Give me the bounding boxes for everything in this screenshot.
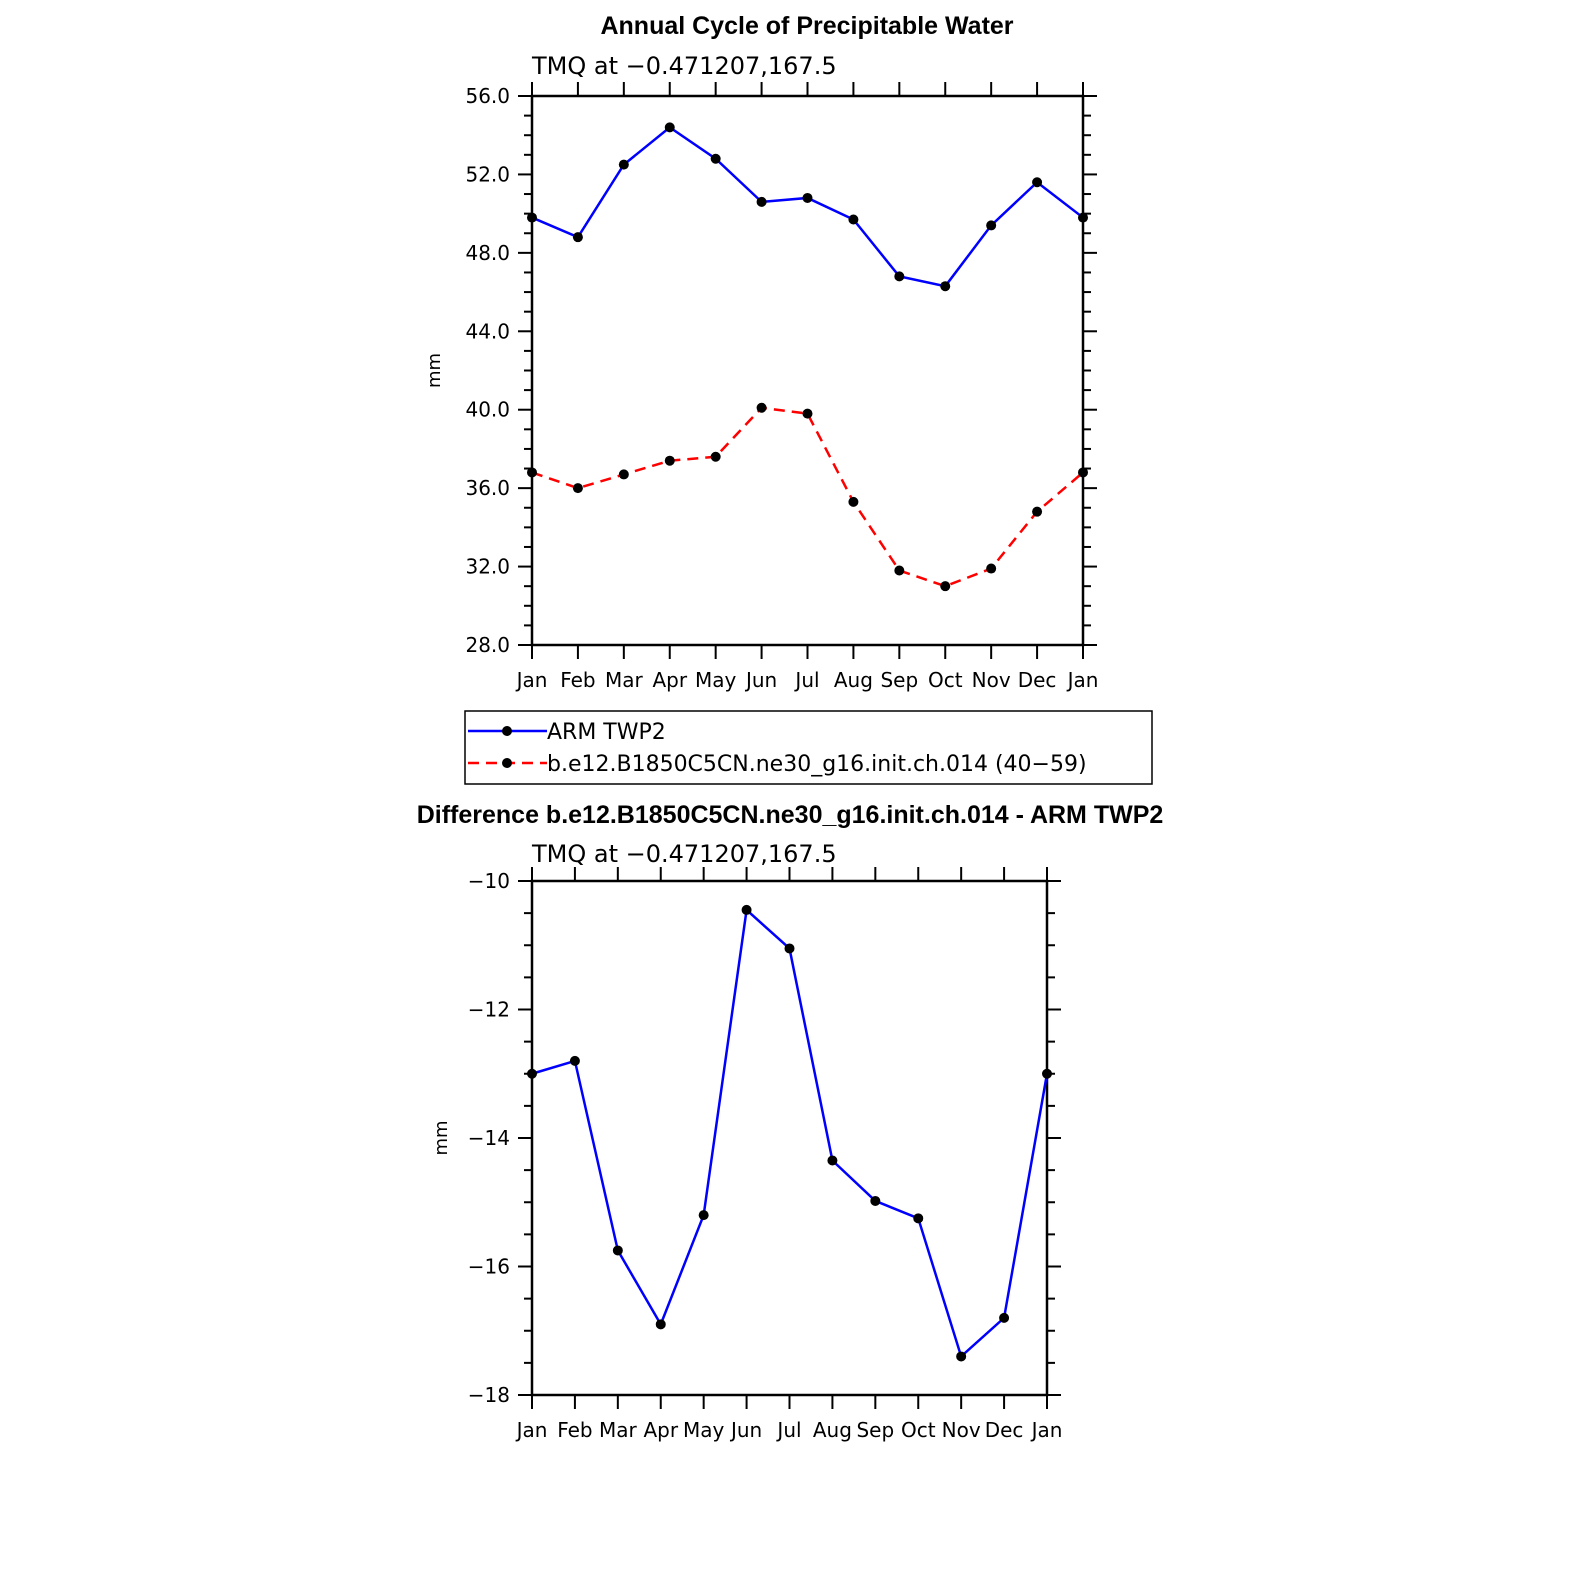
x-tick-label: Feb	[560, 668, 595, 692]
y-tick-label: −10	[468, 869, 510, 893]
data-point	[664, 122, 675, 133]
y-tick-label: 40.0	[465, 398, 510, 422]
data-point	[612, 1245, 623, 1256]
precipitable-water-chart: Annual Cycle of Precipitable Water TMQ at…	[424, 12, 1098, 692]
data-point	[756, 402, 767, 413]
data-point	[1078, 467, 1088, 478]
data-point	[664, 455, 675, 466]
x-tick-label: Jan	[515, 1418, 548, 1442]
x-tick-label: Apr	[643, 1418, 678, 1442]
legend-box	[464, 710, 1153, 785]
data-point	[618, 469, 629, 480]
y-tick-label: −16	[468, 1255, 510, 1279]
x-tick-label: Apr	[652, 668, 687, 692]
series-line-1	[531, 406, 1084, 588]
data-point	[710, 451, 721, 462]
legend-label-1: b.e12.B1850C5CN.ne30_g16.init.ch.014 (40…	[547, 752, 1087, 777]
y-tick-label: 52.0	[465, 162, 510, 186]
x-tick-label: Sep	[856, 1418, 894, 1442]
data-point	[710, 153, 721, 164]
y-tick-label: −18	[468, 1383, 510, 1407]
data-point	[913, 1213, 924, 1224]
data-point	[572, 483, 583, 494]
chart-subtitle: TMQ at −0.471207,167.5	[531, 840, 837, 868]
x-tick-label: Nov	[942, 1418, 981, 1442]
data-point	[894, 271, 905, 282]
x-tick-label: Mar	[605, 668, 644, 692]
y-tick-label: 48.0	[465, 241, 510, 265]
x-tick-label: Jun	[744, 668, 777, 692]
data-point	[870, 1195, 881, 1206]
x-tick-label: Jan	[1030, 1418, 1063, 1442]
data-point	[527, 212, 537, 223]
plot-frame	[530, 879, 1049, 1397]
data-point	[848, 496, 859, 507]
x-tick-label: May	[683, 1418, 725, 1442]
data-point	[655, 1319, 666, 1330]
data-point	[572, 232, 583, 243]
data-point	[999, 1312, 1010, 1323]
data-point	[827, 1155, 838, 1166]
x-tick-label: Oct	[901, 1418, 936, 1442]
data-point	[784, 943, 795, 954]
difference-chart: Difference b.e12.B1850C5CN.ne30_g16.init…	[417, 801, 1164, 1442]
data-point	[802, 192, 813, 203]
y-axis-label: mm	[431, 1120, 452, 1155]
x-tick-label: Nov	[972, 668, 1011, 692]
chart-title: Annual Cycle of Precipitable Water	[600, 12, 1013, 40]
data-point	[741, 904, 752, 915]
data-point	[986, 563, 997, 574]
x-tick-label: Mar	[599, 1418, 638, 1442]
data-point	[1078, 212, 1088, 223]
data-point	[940, 581, 951, 592]
y-axis-label: mm	[424, 353, 445, 388]
series-line-0	[531, 125, 1084, 288]
x-tick-label: Jan	[515, 668, 548, 692]
x-tick-label: Jun	[729, 1418, 762, 1442]
data-point	[940, 281, 951, 292]
x-tick-label: May	[695, 668, 737, 692]
x-tick-label: Jul	[775, 1418, 801, 1442]
series-line-0	[531, 907, 1049, 1359]
data-point	[569, 1055, 580, 1066]
data-point	[1042, 1068, 1052, 1079]
chart-subtitle: TMQ at −0.471207,167.5	[531, 52, 837, 80]
legend: ARM TWP2 b.e12.B1850C5CN.ne30_g16.init.ch…	[464, 710, 1153, 785]
data-point	[527, 1068, 537, 1079]
x-tick-label: Jul	[793, 668, 819, 692]
data-point	[986, 220, 997, 231]
x-tick-label: Aug	[813, 1418, 852, 1442]
x-tick-label: Dec	[1018, 668, 1057, 692]
chart-title: Difference b.e12.B1850C5CN.ne30_g16.init…	[417, 801, 1164, 829]
y-tick-label: 56.0	[465, 84, 510, 108]
data-point	[698, 1210, 709, 1221]
data-point	[756, 196, 767, 207]
legend-marker	[502, 726, 512, 736]
y-tick-label: −14	[468, 1126, 510, 1150]
x-tick-label: Dec	[985, 1418, 1024, 1442]
data-point	[848, 214, 859, 225]
x-tick-label: Aug	[834, 668, 873, 692]
y-tick-label: 36.0	[465, 476, 510, 500]
y-tick-label: 32.0	[465, 555, 510, 579]
data-point	[618, 159, 629, 170]
x-tick-label: Feb	[557, 1418, 592, 1442]
data-point	[802, 408, 813, 419]
x-tick-label: Sep	[880, 668, 918, 692]
x-tick-label: Jan	[1066, 668, 1099, 692]
data-point	[1032, 506, 1043, 517]
data-point	[894, 565, 905, 576]
data-point	[956, 1351, 967, 1362]
data-point	[1032, 177, 1043, 188]
y-tick-label: 44.0	[465, 319, 510, 343]
legend-label-0: ARM TWP2	[547, 720, 666, 745]
y-tick-label: 28.0	[465, 633, 510, 657]
data-point	[527, 467, 537, 478]
legend-marker	[502, 758, 512, 768]
y-tick-label: −12	[468, 998, 510, 1022]
x-tick-label: Oct	[928, 668, 963, 692]
